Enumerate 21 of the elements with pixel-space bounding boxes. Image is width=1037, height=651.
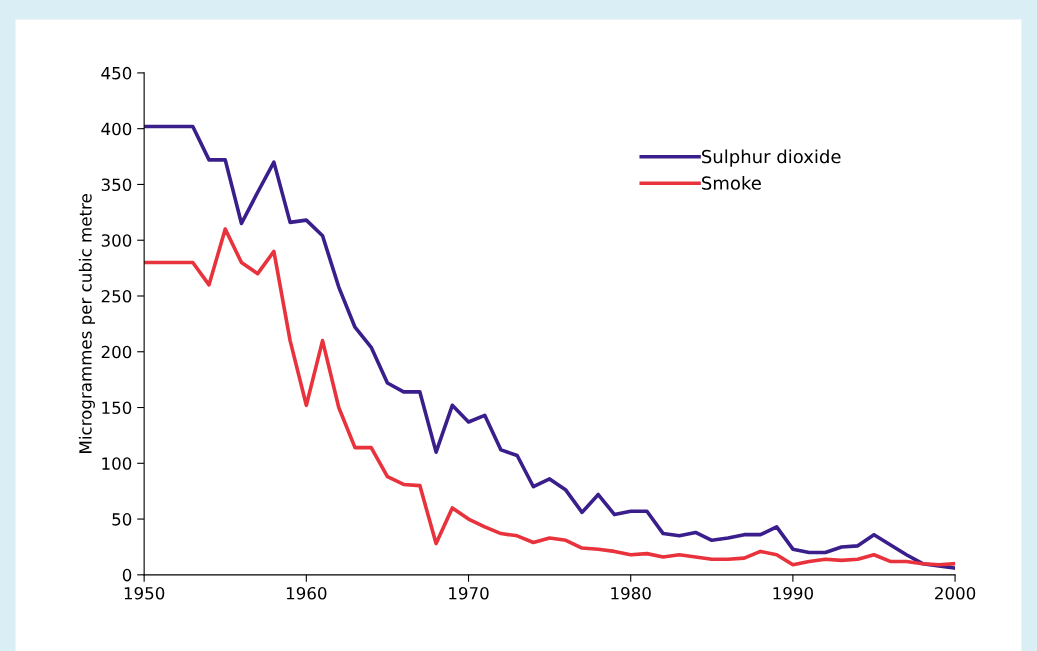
y-tick-label: 350: [101, 178, 132, 192]
y-tick-label: 200: [101, 345, 132, 359]
x-tick-label: 1950: [124, 586, 165, 600]
y-tick-label: 400: [101, 122, 132, 136]
legend-label: Smoke: [702, 175, 761, 190]
y-tick-label: 450: [101, 66, 132, 80]
line-series: [144, 124, 956, 570]
y-tick-label: 250: [101, 289, 132, 303]
x-tick-label: 2000: [935, 586, 976, 600]
x-tick-label: 1970: [449, 586, 489, 600]
y-tick-label: 150: [102, 401, 132, 415]
x-tick-label: 1990: [773, 586, 813, 600]
x-tick-label: 1980: [611, 586, 651, 600]
x-tick-label: 1960: [286, 586, 327, 600]
y-tick-label: 50: [112, 513, 132, 526]
y-tick-label: 100: [102, 457, 132, 470]
y-tick-label: 0: [122, 568, 132, 582]
y-tick-label: 300: [101, 234, 132, 247]
y-axis-title: Microgrammes per cubic metre: [78, 194, 95, 453]
legend-label: Sulphur dioxide: [702, 149, 841, 167]
line-series: [144, 227, 956, 567]
